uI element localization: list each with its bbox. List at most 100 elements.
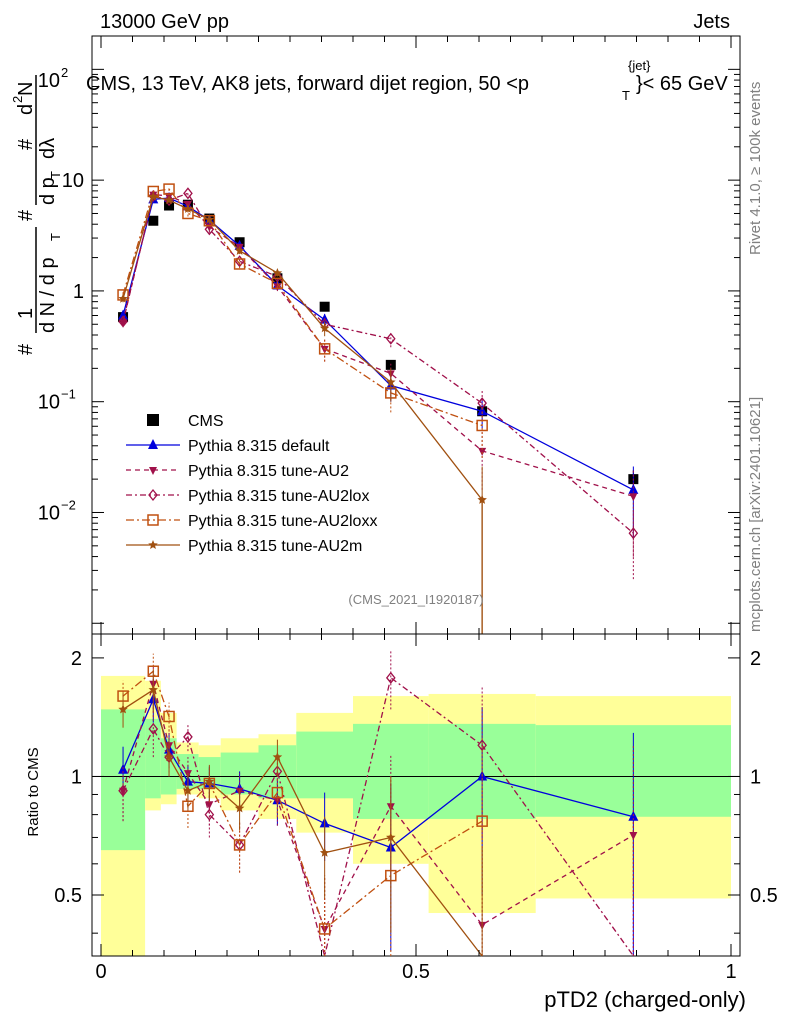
ratio-point [163, 710, 175, 723]
data-point [118, 293, 128, 303]
data-point [319, 301, 330, 312]
title-main: CMS, 13 TeV, AK8 jets, forward dijet reg… [86, 73, 529, 95]
series-line [122, 195, 483, 634]
ratio-point [320, 925, 329, 934]
ratio-point [204, 776, 215, 786]
y-tick-label: 1 [73, 281, 84, 303]
main-title: CMS, 13 TeV, AK8 jets, forward dijet reg… [86, 58, 728, 103]
data-point [233, 258, 246, 270]
data-point [272, 270, 283, 283]
mcplots-label: mcplots.cern.ch [arXiv:2401.10621] [747, 397, 764, 632]
ylabel-dlambda: dλ [37, 138, 59, 159]
ratio-point [273, 797, 282, 806]
data-point [385, 332, 396, 345]
y-tick-label-exp: −2 [61, 497, 76, 512]
data-point [148, 215, 159, 226]
legend-entry: Pythia 8.315 default [126, 438, 330, 455]
legend-marker [148, 488, 158, 502]
ratio-point [234, 803, 245, 813]
data-point [319, 323, 330, 333]
ratio-ylabel: Ratio to CMS [25, 747, 42, 836]
main-ylabel: # 1 d N / d p T # # d 2 N d p T dλ [10, 75, 63, 355]
ratio-point [183, 730, 193, 743]
y-tick-label-exp: 2 [61, 65, 68, 80]
ratio-pythia-8-315-tune-au2m [118, 670, 483, 957]
data-point [204, 223, 215, 236]
legend-label: Pythia 8.315 tune-AU2m [188, 538, 362, 555]
legend-marker [149, 467, 157, 475]
ratio-point [148, 684, 158, 694]
ylabel-dn: d N / d p [37, 257, 59, 333]
main-series [117, 183, 639, 634]
legend: CMS Pythia 8.315 default Pythia 8.315 tune… [126, 413, 377, 555]
ratio-point [385, 671, 396, 684]
data-point [320, 345, 329, 354]
x-tick-labels: 0 0.5 1 [95, 961, 736, 983]
ratio-point [164, 752, 174, 762]
ratio-point [629, 832, 638, 841]
data-point [477, 405, 488, 416]
ratio-line [122, 670, 483, 930]
legend-entry: CMS [147, 413, 224, 430]
legend-label: Pythia 8.315 tune-AU2lox [188, 488, 369, 505]
legend-label: Pythia 8.315 tune-AU2 [188, 463, 349, 480]
data-point [477, 494, 487, 504]
data-point [148, 189, 159, 202]
ylabel-hash-2: # [15, 209, 37, 221]
series-line [122, 192, 634, 534]
legend-entry: Pythia 8.315 tune-AU2loxx [126, 513, 377, 530]
legend-marker [147, 414, 159, 426]
legend-marker [147, 514, 159, 526]
x-axis-label: pTD2 (charged-only) [544, 987, 746, 1012]
title-sub: T [622, 88, 630, 103]
data-point [386, 377, 396, 387]
ratio-ticks [92, 634, 740, 956]
ratio-series [117, 651, 639, 957]
main-ticks [92, 35, 740, 634]
series-pythia-8-315-tune-au2loxx [117, 183, 488, 459]
ratio-y-tick-label-right: 0.5 [750, 885, 778, 907]
data-point [272, 268, 283, 278]
ratio-point [272, 752, 283, 762]
data-point [628, 527, 639, 540]
syst-band-inner [296, 731, 353, 799]
data-point [628, 483, 639, 494]
ylabel-dn-sub: T [48, 233, 63, 241]
data-point [271, 277, 284, 290]
legend-label: Pythia 8.315 tune-AU2loxx [188, 513, 377, 530]
data-point [478, 447, 487, 456]
data-point [318, 343, 331, 355]
data-point [118, 309, 129, 320]
ratio-point [318, 923, 331, 935]
ylabel-d2n: d [15, 104, 37, 115]
ylabel-hash-1: # [15, 343, 37, 355]
legend-label: CMS [188, 413, 224, 430]
data-point [119, 319, 128, 328]
ylabel-dpt-sub: T [48, 171, 63, 179]
ratio-point [319, 847, 330, 857]
ratio-bands [101, 675, 731, 956]
legend-entry: Pythia 8.315 tune-AU2lox [126, 488, 369, 505]
ratio-point [118, 704, 128, 714]
title-tail: }< 65 GeV [636, 73, 728, 95]
ylabel-dpt: d p [37, 177, 59, 205]
ratio-y-tick-label-right: 2 [750, 648, 761, 670]
analysis-id: (CMS_2021_I1920187) [348, 592, 483, 607]
legend-marker [148, 540, 158, 549]
legend-marker [148, 439, 158, 449]
ratio-point [148, 722, 159, 736]
series-line [122, 188, 483, 427]
legend-label: Pythia 8.315 default [188, 438, 330, 455]
ylabel-hash-3: # [15, 138, 37, 150]
x-tick-label: 0 [95, 961, 106, 983]
ylabel-d2n-sup: 2 [10, 96, 25, 103]
y-tick-label-base: 10 [38, 502, 60, 524]
data-point [629, 493, 638, 502]
data-point [204, 214, 215, 224]
x-tick-label: 1 [725, 961, 736, 983]
y-tick-label-exp: −1 [61, 387, 76, 402]
ratio-point [476, 815, 488, 827]
rivet-label: Rivet 4.1.0, ≥ 100k events [747, 82, 764, 255]
